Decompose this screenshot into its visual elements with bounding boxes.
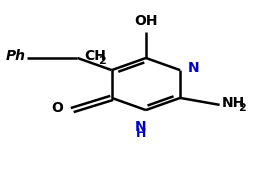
Text: 2: 2 <box>238 103 246 113</box>
Text: NH: NH <box>222 96 245 110</box>
Text: CH: CH <box>84 49 106 63</box>
Text: O: O <box>51 101 63 115</box>
Text: 2: 2 <box>99 56 106 66</box>
Text: N: N <box>187 61 199 75</box>
Text: Ph: Ph <box>6 49 26 63</box>
Text: N: N <box>135 120 147 134</box>
Text: H: H <box>135 127 146 139</box>
Text: OH: OH <box>134 14 158 28</box>
